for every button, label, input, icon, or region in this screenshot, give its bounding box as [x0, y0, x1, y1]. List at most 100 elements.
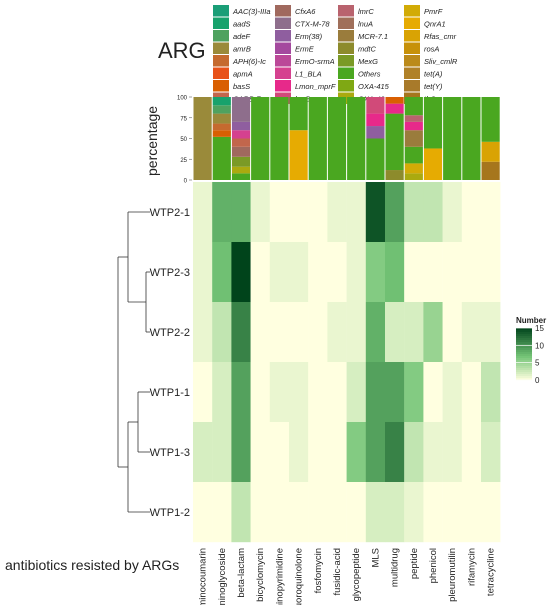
heatmap-cell: [212, 362, 232, 423]
heatmap-cell: [269, 362, 290, 423]
heatmap-cell: [269, 242, 290, 303]
heatmap-cell: [423, 422, 443, 483]
heatmap-cell: [250, 422, 270, 483]
heatmap-cell: [461, 182, 482, 243]
color-scale-step: [516, 356, 532, 359]
legend-swatch: [213, 30, 229, 42]
color-scale-tick: 0: [535, 376, 540, 385]
bar-axis-tick: 100: [177, 96, 188, 102]
color-scale-step: [516, 358, 532, 361]
color-scale-step: [516, 378, 532, 381]
category-label: aminoglycoside: [217, 548, 228, 605]
category-label: peptide: [409, 548, 420, 579]
heatmap-cell: [308, 302, 328, 363]
bar-segment: [443, 97, 462, 180]
heatmap-cell: [231, 302, 251, 363]
heatmap-cell: [442, 362, 462, 423]
legend-swatch: [275, 17, 291, 29]
legend-swatch: [404, 17, 420, 29]
heatmap-cell: [423, 242, 443, 303]
heatmap-cell: [365, 482, 386, 543]
legend-swatch: [213, 55, 229, 67]
heatmap-cell: [327, 362, 347, 423]
bar-segment: [289, 130, 308, 180]
heatmap-cell: [461, 482, 482, 543]
heatmap-cell: [346, 482, 366, 543]
heatmap-cell: [231, 422, 251, 483]
legend-label: Others: [358, 70, 381, 79]
color-scale-step: [516, 334, 532, 337]
legend-label: aadS: [233, 20, 251, 29]
bar-segment: [212, 136, 231, 180]
legend-label: MexG: [358, 57, 378, 66]
heatmap-cell: [423, 182, 443, 243]
bar-segment: [212, 123, 231, 131]
bar-segment: [193, 97, 212, 180]
heatmap-cell: [481, 422, 501, 483]
bar-segment: [481, 161, 500, 180]
bar-segment: [231, 121, 251, 131]
legend-label: ErmE: [295, 45, 315, 54]
legend-label: adeF: [233, 32, 251, 41]
heatmap-cell: [327, 422, 347, 483]
heatmap-cell: [308, 362, 328, 423]
bar-segment: [212, 97, 231, 106]
bar-segment: [347, 97, 366, 180]
color-scale-tick: 5: [535, 359, 540, 368]
category-label: MLS: [370, 548, 381, 568]
heatmap-cell: [193, 302, 213, 363]
color-scale-step: [516, 364, 532, 367]
legend-swatch: [213, 17, 229, 29]
legend-label: QnrA1: [424, 20, 446, 29]
legend-swatch: [338, 55, 354, 67]
heatmap-cell: [231, 242, 251, 303]
category-label: rifamycin: [466, 548, 477, 586]
legend-label: PmrF: [424, 7, 443, 16]
heatmap-cell: [346, 422, 366, 483]
legend-label: OXA-415: [358, 82, 390, 91]
category-label: multidrug: [390, 548, 401, 587]
color-scale-step: [516, 362, 532, 365]
legend-swatch: [338, 42, 354, 54]
legend-label: tet(A): [424, 70, 443, 79]
bar-segment: [385, 113, 404, 171]
heatmap-cell: [481, 302, 501, 363]
heatmap-cell: [193, 362, 213, 423]
category-label: pleuromutilin: [447, 548, 458, 602]
bar-axis-tick: 0: [184, 179, 188, 185]
heatmap-cell: [385, 482, 405, 543]
heatmap-cell: [250, 242, 270, 303]
color-scale-step: [516, 368, 532, 371]
legend-swatch: [275, 42, 291, 54]
legend-swatch: [275, 5, 291, 17]
legend-label: Sliv_cmlR: [424, 57, 458, 66]
stacked-bars: [193, 97, 500, 180]
heatmap-cell: [481, 362, 501, 423]
heatmap-cell: [269, 482, 290, 543]
category-label: aminocoumarin: [198, 548, 209, 605]
color-scale-step: [516, 348, 532, 351]
legend-label: basS: [233, 82, 250, 91]
legend-swatch: [338, 67, 354, 79]
bar-segment: [212, 105, 231, 114]
bar-segment: [366, 126, 385, 139]
heatmap-cell: [327, 482, 347, 543]
bar-segment: [231, 130, 251, 139]
legend-label: Lmon_mprF: [295, 82, 336, 91]
bar-segment: [270, 97, 289, 180]
heatmap-cell: [193, 242, 213, 303]
heatmap-cell: [289, 422, 309, 483]
bar-segment: [366, 113, 385, 127]
legend-swatch: [338, 5, 354, 17]
color-scale-step: [516, 376, 532, 379]
heatmap-cell: [423, 482, 443, 543]
heatmap-cell: [442, 482, 462, 543]
bar-segment: [231, 138, 251, 147]
color-scale-tick: 10: [535, 341, 544, 350]
heatmap-cell: [212, 182, 232, 243]
heatmap-cell: [404, 422, 424, 483]
legend-label: AAC(3)-IIIa: [232, 7, 271, 16]
color-scale-legend: Number 0 5 10 15: [516, 316, 546, 385]
bar-segment: [327, 97, 347, 180]
legend-swatch: [404, 42, 420, 54]
